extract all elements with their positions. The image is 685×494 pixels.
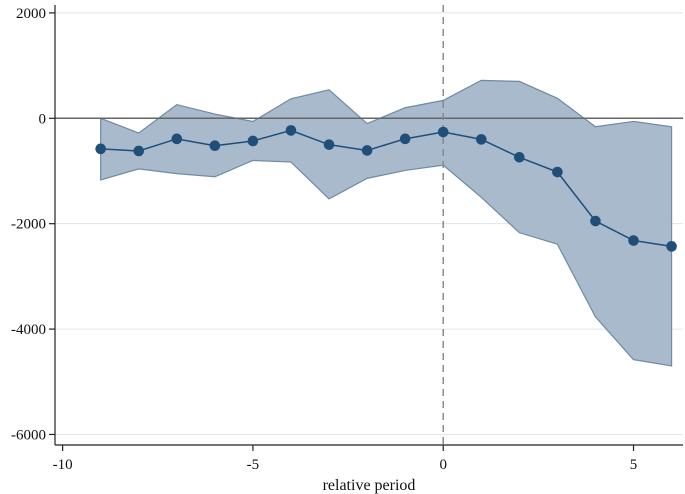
estimate-point--1 xyxy=(399,133,411,145)
estimate-point--4 xyxy=(285,125,297,136)
x-tick-label-3: 5 xyxy=(630,457,638,473)
estimate-point-2 xyxy=(514,151,525,163)
confidence-band xyxy=(100,79,673,367)
estimate-series xyxy=(95,125,677,252)
y-tick-label-3: -4000 xyxy=(11,322,46,338)
estimate-point-4 xyxy=(590,215,601,227)
estimate-line xyxy=(100,129,672,248)
estimate-point--2 xyxy=(361,145,373,156)
estimate-point--7 xyxy=(171,133,183,145)
y-tick-label-1: 0 xyxy=(39,111,47,127)
y-tick-label-0: 2000 xyxy=(16,6,46,22)
x-tick-label-0: -10 xyxy=(53,457,73,473)
estimate-point--5 xyxy=(247,135,259,147)
y-tick-label-4: -6000 xyxy=(11,427,46,443)
x-tick-label-1: -5 xyxy=(247,457,260,473)
reference-lines xyxy=(55,5,683,445)
estimate-point-6 xyxy=(666,241,677,252)
y-tick-label-2: -2000 xyxy=(11,217,46,233)
axes: 2000 0 -2000 -4000 -6000 -10 -5 0 5 xyxy=(11,5,683,473)
estimate-point-5 xyxy=(628,235,639,246)
estimate-point--3 xyxy=(323,139,335,150)
estimate-point-0 xyxy=(437,126,449,138)
estimate-point-1 xyxy=(475,134,487,145)
x-axis-title: relative period xyxy=(323,477,416,494)
estimate-point-3 xyxy=(552,166,563,178)
estimate-point--8 xyxy=(133,145,145,157)
x-tick-label-2: 0 xyxy=(439,457,447,473)
estimate-point--9 xyxy=(95,143,106,155)
estimate-point--6 xyxy=(209,140,221,151)
confidence-band-layer xyxy=(100,79,673,367)
